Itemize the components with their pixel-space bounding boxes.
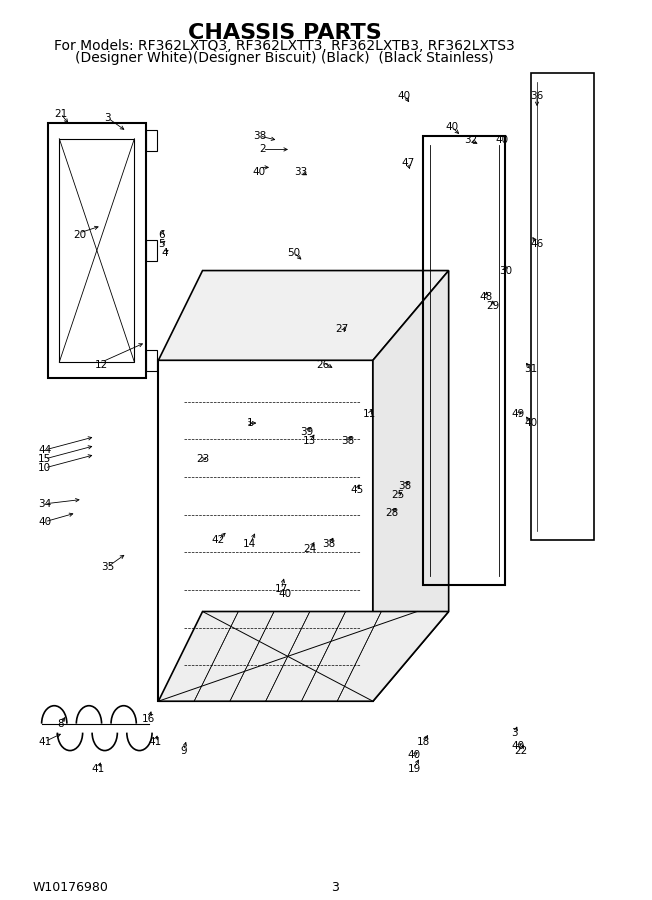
Text: 32: 32 [464, 136, 477, 146]
Text: 6: 6 [158, 230, 165, 239]
Text: 41: 41 [149, 736, 162, 747]
Text: 31: 31 [524, 364, 537, 374]
Text: 40: 40 [524, 418, 537, 428]
Text: 3: 3 [331, 881, 339, 895]
Text: 42: 42 [212, 535, 225, 544]
Text: 40: 40 [253, 166, 266, 177]
Text: 38: 38 [341, 436, 354, 446]
Text: 38: 38 [322, 539, 335, 549]
Text: 40: 40 [512, 741, 525, 751]
Text: (Designer White)(Designer Biscuit) (Black)  (Black Stainless): (Designer White)(Designer Biscuit) (Blac… [75, 51, 494, 65]
Text: 40: 40 [278, 589, 291, 598]
Text: For Models: RF362LXTQ3, RF362LXTT3, RF362LXTB3, RF362LXTS3: For Models: RF362LXTQ3, RF362LXTT3, RF36… [54, 40, 515, 53]
Text: 1: 1 [246, 418, 253, 428]
Polygon shape [158, 611, 449, 701]
Text: 22: 22 [514, 745, 528, 756]
Text: 33: 33 [294, 166, 307, 177]
Text: 41: 41 [38, 736, 52, 747]
Text: 38: 38 [398, 481, 411, 491]
Text: 40: 40 [445, 122, 458, 132]
Text: 2: 2 [259, 144, 266, 155]
Text: CHASSIS PARTS: CHASSIS PARTS [188, 22, 381, 43]
Text: 36: 36 [530, 91, 544, 101]
Text: 27: 27 [334, 324, 348, 334]
Text: 38: 38 [253, 131, 266, 141]
Text: 25: 25 [392, 490, 405, 500]
Text: 18: 18 [417, 736, 430, 747]
Text: 8: 8 [57, 719, 64, 729]
Text: 3: 3 [104, 113, 111, 123]
Text: 20: 20 [73, 230, 86, 239]
Text: 30: 30 [499, 266, 512, 275]
Text: 16: 16 [142, 715, 156, 724]
Text: 5: 5 [158, 238, 165, 248]
Text: 49: 49 [511, 410, 525, 419]
Text: 10: 10 [38, 463, 52, 473]
Polygon shape [373, 271, 449, 701]
Text: 9: 9 [181, 745, 187, 756]
Text: 44: 44 [38, 445, 52, 455]
Text: W10176980: W10176980 [32, 881, 108, 895]
Text: 23: 23 [196, 454, 209, 464]
Polygon shape [158, 271, 449, 360]
Text: 40: 40 [38, 517, 52, 526]
Text: 19: 19 [408, 763, 421, 773]
Text: 34: 34 [38, 499, 52, 508]
Text: 29: 29 [486, 302, 499, 311]
Text: 39: 39 [300, 428, 314, 437]
Text: 14: 14 [243, 539, 256, 549]
Text: 40: 40 [496, 136, 509, 146]
Text: 40: 40 [398, 91, 411, 101]
Text: 3: 3 [512, 727, 518, 738]
Text: 50: 50 [288, 248, 301, 257]
Text: 45: 45 [351, 485, 364, 495]
Text: 21: 21 [54, 109, 67, 119]
Text: 35: 35 [101, 562, 115, 572]
Text: 12: 12 [95, 360, 108, 370]
Text: 17: 17 [274, 584, 288, 594]
Text: 11: 11 [363, 410, 376, 419]
Text: 15: 15 [38, 454, 52, 464]
Text: 47: 47 [401, 158, 414, 168]
Text: 28: 28 [385, 508, 398, 518]
Text: 48: 48 [480, 292, 493, 302]
Text: 40: 40 [408, 750, 421, 760]
Text: 26: 26 [316, 360, 329, 370]
Text: 4: 4 [162, 248, 168, 257]
Text: 46: 46 [530, 238, 544, 248]
Text: 41: 41 [92, 763, 105, 773]
Text: 13: 13 [303, 436, 316, 446]
Text: 24: 24 [303, 544, 316, 554]
